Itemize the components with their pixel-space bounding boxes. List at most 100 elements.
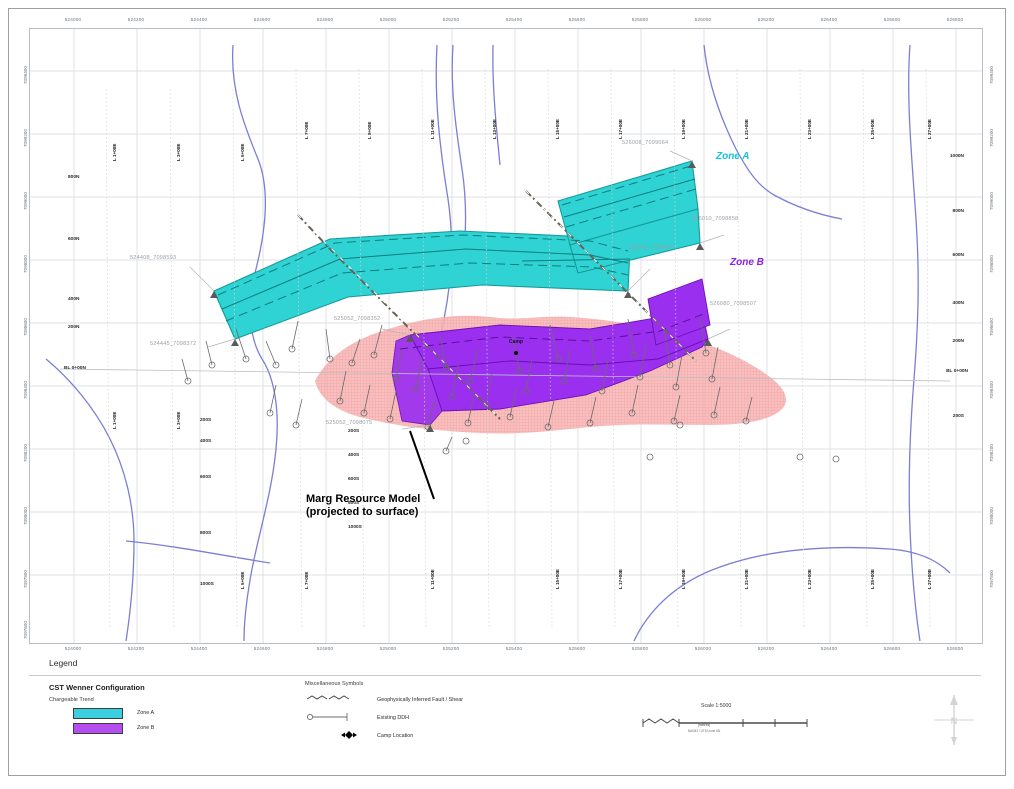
map-canvas: [30, 29, 982, 643]
northing-label-left: 7098600: [23, 318, 28, 336]
easting-label-top: 526400: [820, 17, 838, 22]
northing-label-left: 7098400: [23, 381, 28, 399]
local-grid-label-right: 200N: [952, 339, 964, 344]
cst-config-header: CST Wenner Configuration: [49, 683, 145, 692]
survey-line-label: L 23+00E: [807, 119, 812, 139]
survey-line-label-lower: L 5+00E: [240, 571, 245, 589]
easting-label-bottom: 525000: [379, 646, 397, 651]
scale-bar-graphic: [642, 718, 808, 727]
local-grid-label-left: 800S: [200, 531, 212, 536]
survey-line-label-lower: L 15+00E: [555, 569, 560, 589]
easting-label-bottom: 525600: [568, 646, 586, 651]
map-frame[interactable]: L 1+00E L 3+00E L 5+00E L 7+00E L 9+00E …: [29, 28, 983, 644]
local-grid-label-left: 800N: [68, 175, 80, 180]
coordinate-callout: 526008_7099064: [622, 140, 669, 146]
northing-label-right: 7099200: [989, 129, 994, 147]
northing-label-left: 7098800: [23, 255, 28, 273]
easting-label-top: 524200: [127, 17, 145, 22]
easting-label-top: 524800: [316, 17, 334, 22]
north-arrow: N: [924, 691, 984, 749]
easting-label-top: 525800: [631, 17, 649, 22]
easting-label-bottom: 526600: [883, 646, 901, 651]
easting-label-bottom: 524400: [190, 646, 208, 651]
local-grid-label-mid: 1000S: [348, 525, 362, 530]
easting-label-bottom: 526400: [820, 646, 838, 651]
local-grid-label-right: 400N: [952, 301, 964, 306]
camp-label: Camp: [509, 339, 523, 345]
survey-line-label-lower: L 17+00E: [618, 569, 623, 589]
local-grid-label-mid: 400S: [348, 453, 360, 458]
easting-label-bottom: 524000: [64, 646, 82, 651]
local-grid-label-left: 400N: [68, 297, 80, 302]
local-grid-label-left: 200N: [68, 325, 80, 330]
survey-traverse-lines: [105, 68, 931, 630]
misc-symbol-icons: [306, 695, 357, 739]
scale-unit-label: (metres): [697, 723, 711, 727]
easting-label-top: 524400: [190, 17, 208, 22]
easting-label-bottom: 526000: [694, 646, 712, 651]
easting-label-bottom: 526800: [946, 646, 964, 651]
easting-label-bottom: 524800: [316, 646, 334, 651]
marg-annotation-line1: Marg Resource Model: [306, 493, 421, 505]
zone-corner-leaders: [189, 150, 731, 430]
northing-label-right: 7098800: [989, 255, 994, 273]
easting-label-bottom: 525200: [442, 646, 460, 651]
easting-label-bottom: 525800: [631, 646, 649, 651]
coordinate-callout: 525052_7098352: [334, 316, 381, 322]
northing-label-left: 7099000: [23, 192, 28, 210]
survey-line-label-lower: L 11+00E: [430, 569, 435, 589]
local-grid-label-right: 200S: [952, 414, 964, 419]
easting-label-top: 526000: [694, 17, 712, 22]
zone-b-swatch: [73, 723, 123, 734]
north-arrow-label: N: [951, 716, 958, 726]
survey-line-label: L 27+00E: [927, 119, 932, 139]
northing-label-right: 7099400: [989, 66, 994, 84]
survey-line-label: L 19+00E: [681, 119, 686, 139]
easting-label-bottom: 526200: [757, 646, 775, 651]
northing-label-left: 7097600: [23, 621, 28, 639]
misc-item-ddh-label: Existing DDH: [377, 715, 410, 721]
coordinate-callout: 526010_7098858: [692, 216, 739, 222]
northing-label-left: 7099400: [23, 66, 28, 84]
existing-ddh-group[interactable]: [181, 316, 840, 463]
scale-title: Scale 1:5000: [701, 703, 732, 709]
northing-label-right: 7098400: [989, 381, 994, 399]
easting-label-bottom: 524200: [127, 646, 145, 651]
coordinate-callout: 526080_7098507: [710, 301, 757, 307]
zone-a-legend-label: Zone A: [137, 710, 155, 716]
baseline: [59, 368, 951, 382]
zone-a-swatch: [73, 708, 123, 719]
inferred-fault-highlight: [297, 190, 697, 420]
scale-projection-note: NAD83 / UTM zone 8N: [687, 729, 721, 733]
local-grid-label-left: 200S: [200, 418, 212, 423]
coordinate-callout: 526063_7098667: [628, 245, 675, 251]
annotation-leader-line: [409, 430, 435, 500]
local-grid-label-right: 800N: [952, 209, 964, 214]
survey-line-label-lower: L 23+00E: [807, 569, 812, 589]
survey-line-label-lower: L 27+00E: [927, 569, 932, 589]
survey-line-label: L 25+00E: [870, 119, 875, 139]
baseline-label-left: BL 0+00N: [64, 366, 86, 371]
zone-a-polygon[interactable]: [213, 160, 701, 340]
local-grid-label-right: 1000N: [949, 154, 964, 159]
survey-line-label: L 21+00E: [744, 119, 749, 139]
local-grid-label-left: 600S: [200, 475, 212, 480]
survey-line-label-lower: L 19+00E: [681, 569, 686, 589]
chargeable-trend-subheader: Chargeable Trend: [49, 697, 94, 703]
legend-title: Legend: [49, 658, 78, 668]
zone-corner-markers: [210, 161, 712, 432]
northing-label-right: 7098000: [989, 507, 994, 525]
easting-label-top: 526200: [757, 17, 775, 22]
easting-label-top: 524000: [64, 17, 82, 22]
camp-location-marker[interactable]: [514, 351, 518, 355]
northing-label-left: 7098200: [23, 444, 28, 462]
local-grid-label-mid: 800S: [348, 501, 360, 506]
northing-label-left: 7097800: [23, 570, 28, 588]
misc-symbols-header: Miscellaneous Symbols: [305, 681, 364, 687]
survey-line-label: L 11+00E: [430, 119, 435, 139]
northing-label-right: 7099000: [989, 192, 994, 210]
northing-label-left: 7099200: [23, 129, 28, 147]
legend-panel: Legend CST Wenner Configuration Chargeab…: [29, 653, 981, 775]
coordinate-callout: 525052_7098075: [326, 420, 373, 426]
